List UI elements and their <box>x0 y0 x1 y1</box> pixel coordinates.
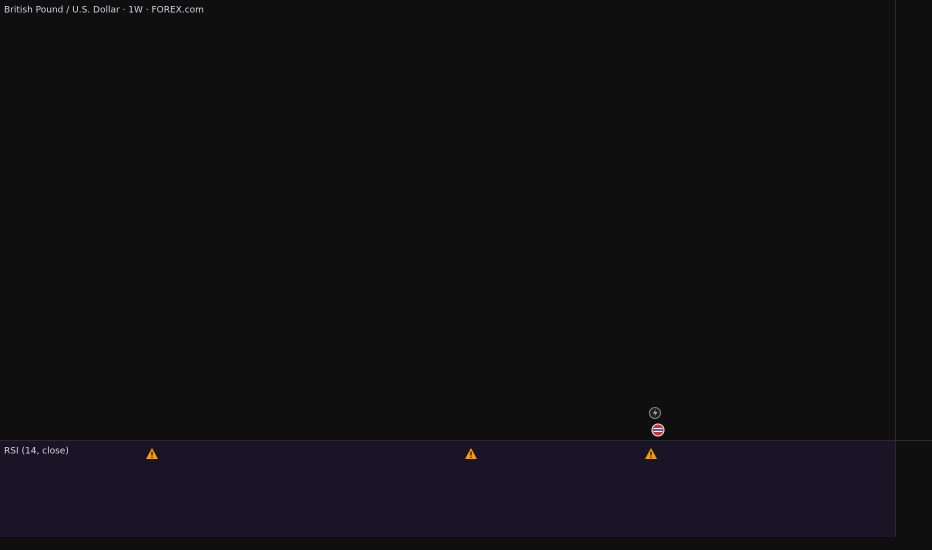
rsi-band <box>0 441 895 537</box>
alert-icon[interactable] <box>146 448 158 459</box>
news-icon[interactable] <box>651 423 665 437</box>
event-icon[interactable] <box>649 407 661 419</box>
alert-icon[interactable] <box>465 448 477 459</box>
rsi-title: RSI (14, close) <box>4 447 69 457</box>
alert-icon[interactable] <box>645 448 657 459</box>
chart-title: British Pound / U.S. Dollar · 1W · FOREX… <box>4 6 204 16</box>
